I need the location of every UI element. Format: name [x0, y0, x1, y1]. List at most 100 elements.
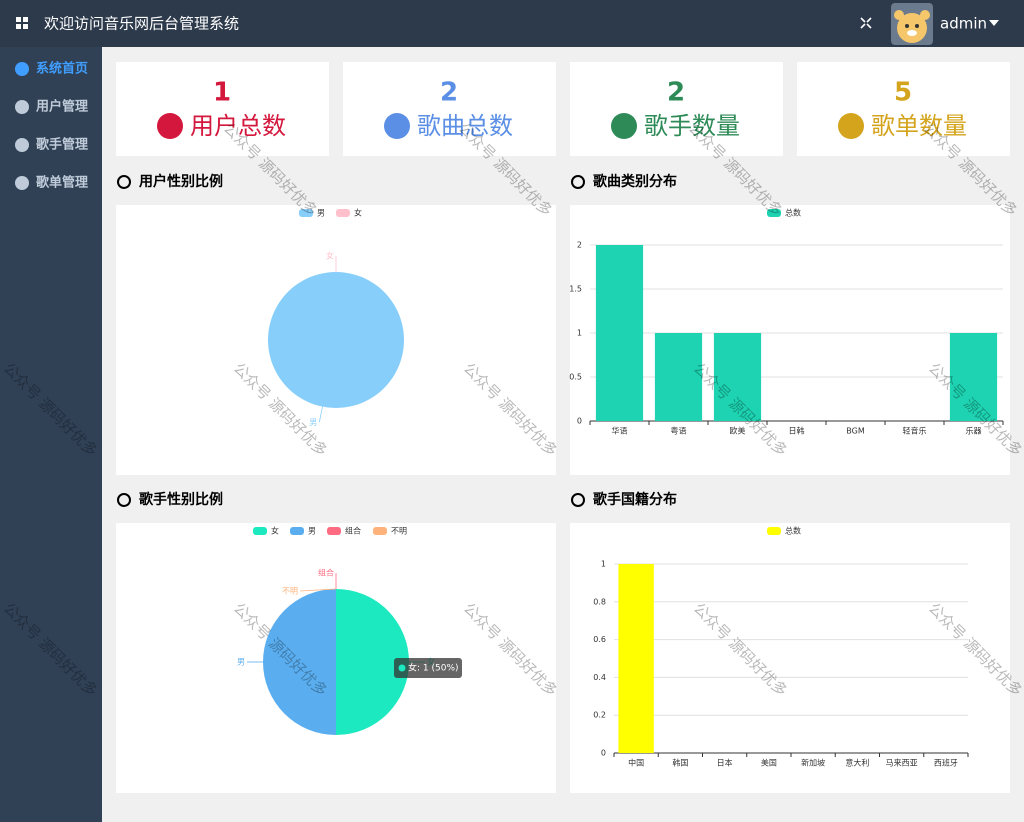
x-tick-label: 美国 — [761, 758, 777, 768]
section-title: 歌手国籍分布 — [593, 491, 677, 508]
menu-item[interactable]: 用户管理 — [35, 99, 88, 115]
y-tick-label: 2 — [577, 241, 582, 250]
stat-label: 歌手数量 — [644, 112, 740, 140]
legend-label: 男 — [317, 209, 325, 218]
legend-label: 男 — [308, 527, 316, 536]
stat-label: 歌曲总数 — [417, 112, 513, 140]
menu-icon — [15, 62, 29, 76]
y-tick-label: 1 — [577, 329, 582, 338]
avatar[interactable] — [891, 3, 933, 45]
stat-value: 2 — [440, 78, 458, 108]
label-line — [318, 406, 323, 423]
section-title: 用户性别比例 — [139, 173, 223, 190]
stat-label: 用户总数 — [190, 112, 286, 140]
y-tick-label: 1 — [601, 560, 606, 569]
y-tick-label: 0.8 — [593, 597, 606, 606]
bar — [595, 245, 644, 421]
menu-item[interactable]: 歌单管理 — [36, 175, 88, 191]
legend-label: 总数 — [785, 526, 801, 536]
tooltip-text: 女: 1 (50%) — [408, 662, 459, 674]
stat-card — [343, 62, 556, 156]
section-title: 歌手性别比例 — [139, 491, 223, 508]
menu-icon — [15, 176, 29, 190]
x-tick-label: 西班牙 — [934, 758, 958, 768]
stat-value: 5 — [894, 78, 912, 108]
stat-label: 歌单数量 — [871, 112, 967, 140]
x-tick-label: 意大利 — [845, 758, 869, 768]
menu-icon — [15, 138, 29, 152]
x-tick-label: 华语 — [612, 426, 628, 436]
legend-swatch — [327, 527, 341, 535]
section-icon — [571, 175, 585, 189]
legend-label: 女 — [354, 208, 362, 218]
legend-label: 组合 — [345, 526, 361, 536]
menu-item[interactable]: 歌手管理 — [36, 137, 88, 153]
pie-slice — [336, 589, 409, 735]
bar — [654, 333, 703, 421]
legend-swatch — [767, 209, 781, 217]
label-line — [299, 588, 337, 592]
legend-swatch — [373, 527, 387, 535]
stat-icon — [157, 113, 183, 139]
pie-label: 女 — [326, 251, 334, 261]
x-tick-label: BGM — [846, 427, 865, 436]
pie-label: 不明 — [282, 587, 298, 596]
user-dropdown[interactable] — [989, 20, 999, 26]
legend-swatch — [290, 527, 304, 535]
x-tick-label: 新加坡 — [801, 758, 825, 768]
legend-swatch — [767, 527, 781, 535]
x-tick-label: 乐器 — [966, 426, 982, 436]
y-tick-label: 0.6 — [593, 635, 606, 644]
x-tick-label: 日韩 — [789, 426, 805, 436]
legend-label: 总数 — [785, 208, 801, 218]
user-name[interactable]: admin — [940, 15, 987, 33]
y-tick-label: 0 — [601, 749, 606, 758]
app-title: 欢迎访问音乐网后台管理系统 — [44, 15, 239, 33]
fullscreen-button[interactable] — [860, 17, 872, 29]
bar — [713, 333, 762, 421]
menu-item[interactable]: 系统首页 — [36, 61, 88, 77]
legend-swatch — [299, 209, 313, 217]
y-tick-label: 0.2 — [593, 711, 606, 720]
section-icon — [117, 493, 131, 507]
legend-swatch — [336, 209, 350, 217]
y-tick-label: 0 — [577, 417, 582, 426]
y-tick-label: 1.5 — [569, 285, 582, 294]
tooltip-dot — [398, 664, 406, 672]
stat-value: 2 — [667, 78, 685, 108]
x-tick-label: 粤语 — [671, 426, 687, 436]
stat-icon — [838, 113, 864, 139]
stat-card — [797, 62, 1010, 156]
x-tick-label: 欧美 — [730, 426, 746, 436]
tooltip — [394, 658, 462, 678]
section-icon — [571, 493, 585, 507]
stat-icon — [384, 113, 410, 139]
x-tick-label: 韩国 — [672, 758, 688, 768]
pie-label: 男 — [237, 658, 245, 667]
stat-card — [570, 62, 783, 156]
stat-icon — [611, 113, 637, 139]
pie-slice — [263, 589, 336, 735]
pie-slice — [267, 272, 404, 408]
x-tick-label: 马来西亚 — [886, 759, 918, 768]
stat-card — [116, 62, 329, 156]
y-tick-label: 0.5 — [569, 373, 582, 382]
pie-label: 组合 — [318, 568, 334, 578]
section-icon — [117, 175, 131, 189]
stat-value: 1 — [213, 78, 231, 108]
chart-panel — [570, 205, 1010, 475]
legend-swatch — [253, 527, 267, 535]
bar — [618, 564, 654, 753]
legend-label: 不明 — [391, 527, 407, 536]
y-tick-label: 0.4 — [593, 673, 606, 682]
section-title: 歌曲类别分布 — [593, 173, 677, 190]
bar — [949, 333, 998, 421]
x-tick-label: 日本 — [717, 758, 733, 768]
legend-label: 女 — [271, 526, 279, 536]
top-bar — [0, 0, 1024, 47]
menu-toggle[interactable] — [16, 17, 28, 29]
x-tick-label: 轻音乐 — [903, 426, 927, 436]
menu-icon — [15, 100, 29, 114]
